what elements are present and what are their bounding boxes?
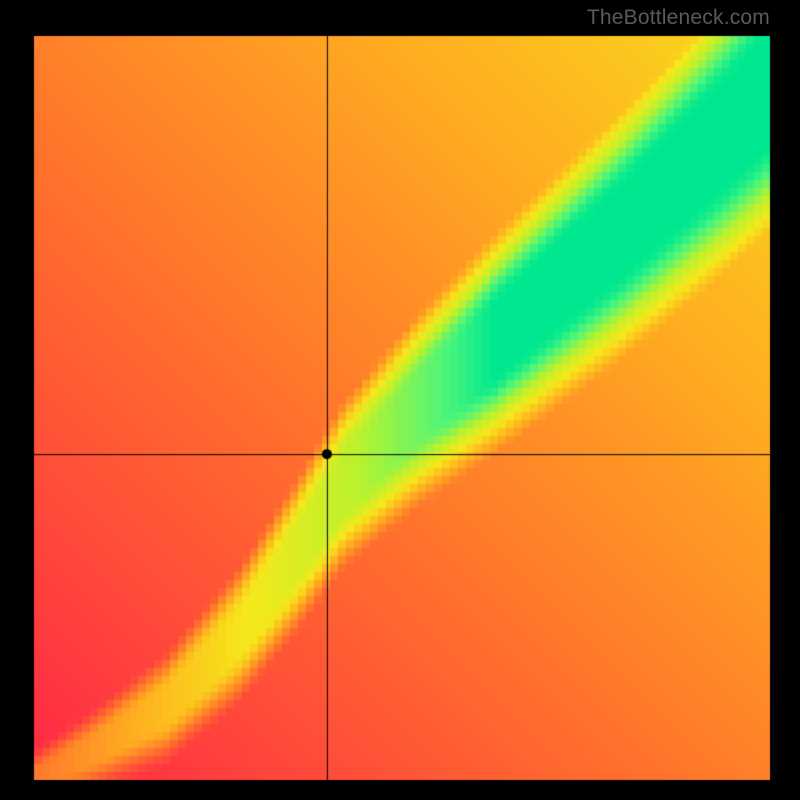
bottleneck-heatmap — [0, 0, 800, 800]
watermark-text: TheBottleneck.com — [587, 6, 770, 30]
chart-container: TheBottleneck.com — [0, 0, 800, 800]
